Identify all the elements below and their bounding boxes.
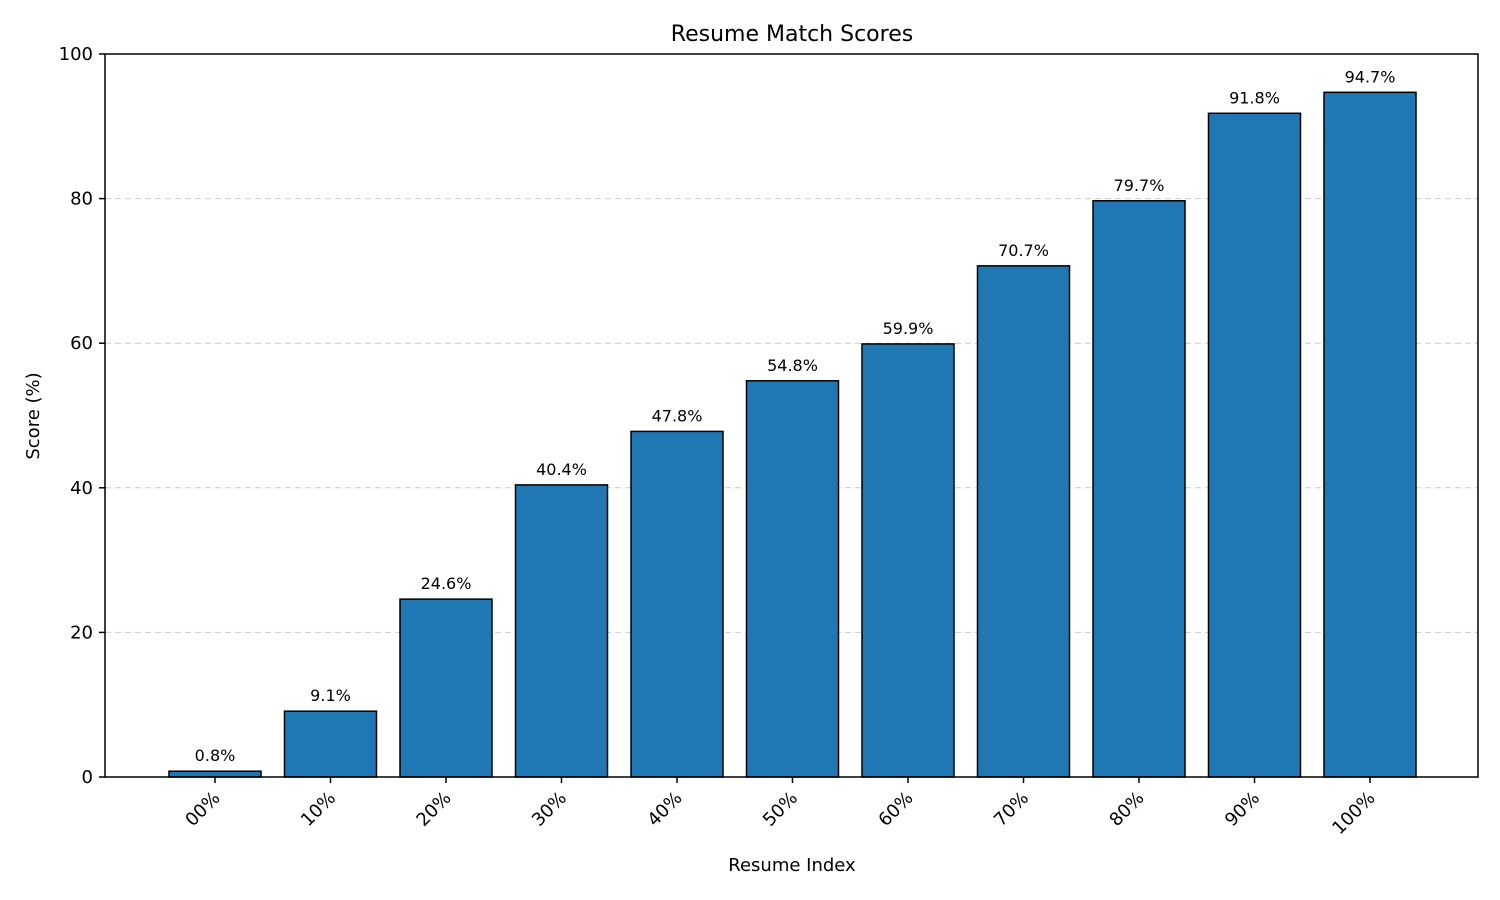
y-axis: 0 20 40 60 80 100 bbox=[59, 44, 105, 788]
x-tick-label: 20% bbox=[412, 788, 455, 831]
y-tick-label: 0 bbox=[82, 767, 93, 788]
x-tick-label: 100% bbox=[1328, 788, 1379, 839]
bar bbox=[168, 770, 262, 778]
x-tick-label: 70% bbox=[990, 788, 1033, 831]
x-axis-label: Resume Index bbox=[728, 855, 856, 876]
y-axis-label: Score (%) bbox=[23, 372, 44, 459]
x-tick-label: 50% bbox=[759, 788, 802, 831]
y-tick-label: 20 bbox=[70, 622, 93, 643]
x-tick-label: 30% bbox=[528, 788, 571, 831]
data-label: 70.7% bbox=[998, 241, 1049, 260]
data-label: 40.4% bbox=[536, 460, 587, 479]
plot-frame bbox=[104, 53, 1479, 778]
bar bbox=[745, 380, 840, 778]
x-axis: 00% 10% 20% 30% 40% 50% 60% 70% 80% 90% 100% bbox=[181, 777, 1380, 839]
bar bbox=[283, 710, 378, 778]
x-tick-label: 40% bbox=[643, 788, 686, 831]
x-tick-label: 90% bbox=[1221, 788, 1264, 831]
x-tick-label: 10% bbox=[297, 788, 340, 831]
x-tick-label: 60% bbox=[874, 788, 917, 831]
y-tick-label: 80 bbox=[70, 189, 93, 210]
bars bbox=[168, 91, 1417, 778]
bar bbox=[1323, 91, 1417, 778]
bar bbox=[399, 598, 493, 778]
y-tick-label: 100 bbox=[59, 44, 93, 65]
chart-title: Resume Match Scores bbox=[671, 22, 913, 47]
x-tick-label: 00% bbox=[181, 788, 224, 831]
data-label: 54.8% bbox=[767, 356, 818, 375]
x-tick-label: 80% bbox=[1105, 788, 1148, 831]
y-tick-label: 40 bbox=[70, 478, 93, 499]
data-label: 9.1% bbox=[310, 686, 351, 705]
data-label: 24.6% bbox=[421, 574, 472, 593]
bar bbox=[861, 343, 955, 778]
data-label: 59.9% bbox=[883, 319, 934, 338]
bar bbox=[1207, 112, 1302, 778]
bar bbox=[514, 484, 609, 778]
data-label: 47.8% bbox=[652, 406, 703, 425]
data-label: 0.8% bbox=[195, 746, 236, 765]
data-labels: 0.8% 9.1% 24.6% 40.4% 47.8% 54.8% 59.9% 70.7% 79… bbox=[195, 67, 1396, 765]
bar bbox=[630, 430, 724, 778]
data-label: 79.7% bbox=[1114, 176, 1165, 195]
bar bbox=[1092, 200, 1186, 778]
bar bbox=[976, 265, 1071, 778]
data-label: 94.7% bbox=[1345, 67, 1396, 86]
y-tick-label: 60 bbox=[70, 333, 93, 354]
data-label: 91.8% bbox=[1229, 88, 1280, 107]
